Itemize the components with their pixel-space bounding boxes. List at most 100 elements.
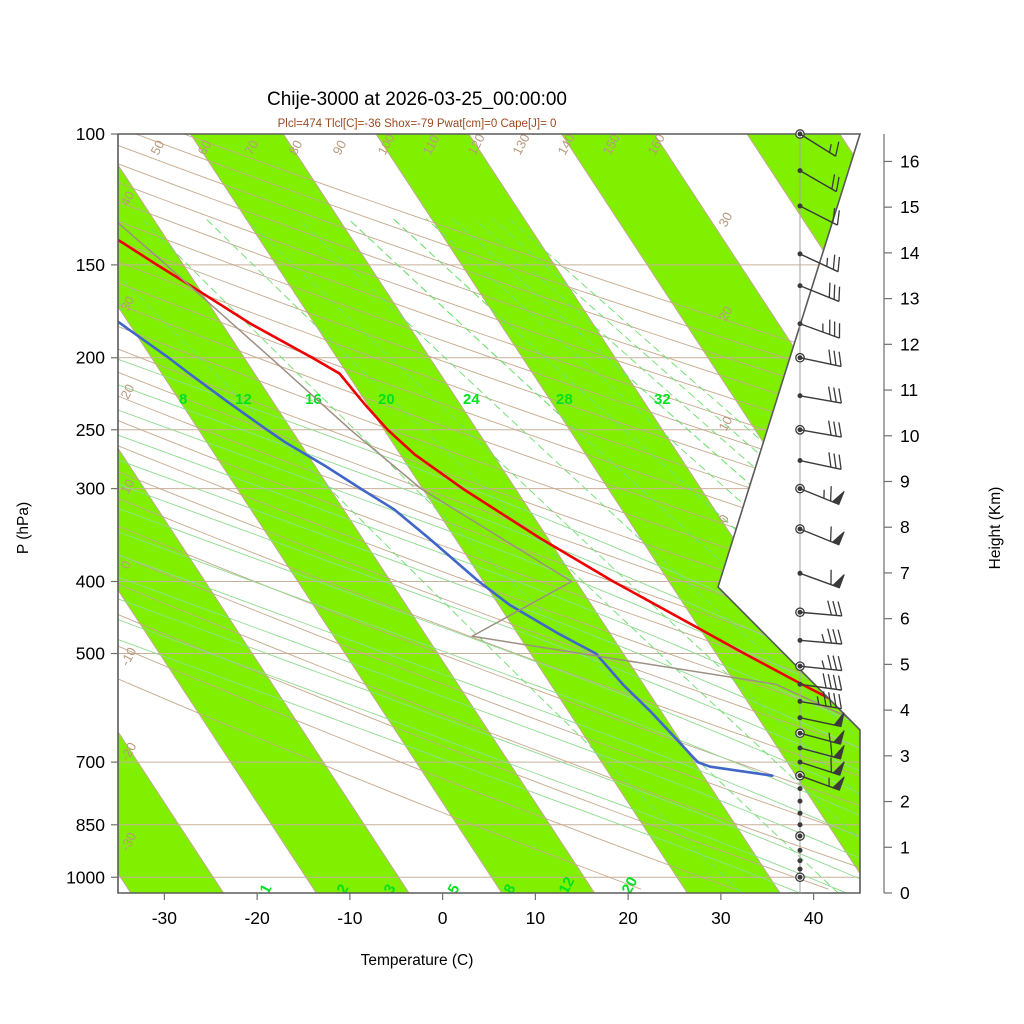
subtitle-indices: Plcl=474 Tlcl[C]=-36 Shox=-79 Pwat[cm]=0… [278,118,557,130]
barb-shaft [799,323,840,339]
barb-full-feather [833,453,837,469]
mixing-ratio-line [118,218,742,893]
dry-adiabat-line [118,134,642,890]
dry-adiabat-line [118,134,860,890]
barb-full-feather [838,286,841,302]
dry-adiabat-grid [118,134,860,890]
dry-adiabat-line [118,134,860,890]
wind-barb [799,775,845,791]
dry-adiabat-label: 70 [241,138,261,158]
mixing-ratio-label: 28 [556,391,573,408]
barb-full-feather [831,174,836,190]
height-axis-tick-label: 7 [900,563,910,583]
profile-parcel-line [118,134,860,777]
pressure-axis-tick-label: 100 [76,124,105,144]
isotherm-line [118,134,622,893]
barb-pennant [831,776,845,791]
isotherm-band [349,134,860,893]
barb-full-feather [833,350,837,366]
x-axis-tick-label: -10 [337,908,363,928]
wind-level-dot-marker [797,822,803,828]
dry-adiabat-line [118,134,860,890]
barb-full-feather [827,600,833,616]
page-title: Chije-3000 at 2026-03-25_00:00:00 [267,89,567,110]
barb-full-feather [832,600,838,616]
barb-shaft [799,429,842,438]
isotherm-label-left: 40 [117,189,137,209]
dry-adiabat-line [118,134,860,890]
barb-half-feather [821,660,825,669]
wind-barb-column [795,129,845,893]
barb-full-feather [833,421,837,437]
moist-adiabat-line [118,139,860,893]
temperature-axis: -30 -20 -10 0 10 20 30 40 [152,893,824,928]
barb-full-feather [827,654,833,670]
barb-full-feather [833,693,837,708]
barb-full-feather [837,629,843,645]
wind-barb [799,169,840,193]
height-axis-tick-label: 11 [900,380,918,400]
height-axis-tick-label: 8 [900,517,910,537]
moist-adiabat-line [118,139,860,893]
barb-full-feather [832,628,838,644]
wind-barb [799,205,840,226]
barb-full-feather [838,388,843,404]
isotherm-line [256,134,807,893]
mixing-ratio-grid [118,218,860,893]
height-axis-tick-label: 4 [900,700,910,720]
wind-barb [799,319,841,339]
mixing-ratio-line [347,218,860,893]
profile-temperature-line [118,134,860,777]
barb-full-feather [833,284,836,300]
barb-full-feather [827,386,832,402]
barb-pennant [832,730,845,745]
wind-barb [799,282,841,303]
barb-half-feather [828,143,832,153]
barb-shaft [799,700,842,710]
barb-full-feather [834,141,840,157]
barb-shaft [799,253,839,273]
barb-half-feather [816,696,820,705]
pressure-axis-tick-label: 400 [76,571,105,591]
mixing-ratio-line [245,218,860,893]
x-axis-tick-label: 30 [711,908,731,928]
mixing-ratio-label-bottom: 5 [445,882,464,897]
dry-adiabat-line [118,134,860,890]
isotherm-line [118,134,529,893]
isotherm-line [118,134,436,893]
barb-shaft [799,285,840,303]
plot-frame [117,133,862,894]
barb-full-feather [832,254,836,270]
wind-barb [799,526,845,546]
wind-level-dot-marker [797,833,803,839]
barb-full-feather [827,692,832,708]
isotherm-label-left: 10 [117,477,137,497]
moist-adiabat-line [118,139,860,893]
height-axis-tick-label: 6 [900,609,910,629]
dry-adiabat-label: 60 [194,138,214,158]
mixing-ratio-label: 32 [654,391,671,408]
barb-full-feather [832,655,838,671]
pressure-axis-tick-label: 500 [76,644,105,664]
mixing-ratio-line [205,218,860,893]
barb-full-feather [827,420,832,436]
mixing-ratio-label-bottom: 8 [501,882,520,897]
height-axis-tick-label: 15 [900,197,919,217]
mixing-ratio-label-bottom: 1 [257,882,276,897]
barb-shaft [799,205,838,226]
dry-adiabat-line [118,134,860,890]
barb-full-feather [838,351,842,367]
pressure-axis-tick-label: 250 [76,420,105,440]
isotherm-label-right: 20 [715,304,735,324]
barb-shaft [799,683,842,691]
profile-dewpoint-line [118,134,774,777]
sounding-profiles [118,134,860,777]
x-axis-tick-label: 40 [804,908,824,928]
isotherm-band [118,134,621,893]
dry-adiabat-label: 80 [285,138,305,158]
moist-adiabat-line [118,139,860,893]
wind-barb [799,730,845,745]
mixing-ratio-label: 24 [463,391,480,408]
